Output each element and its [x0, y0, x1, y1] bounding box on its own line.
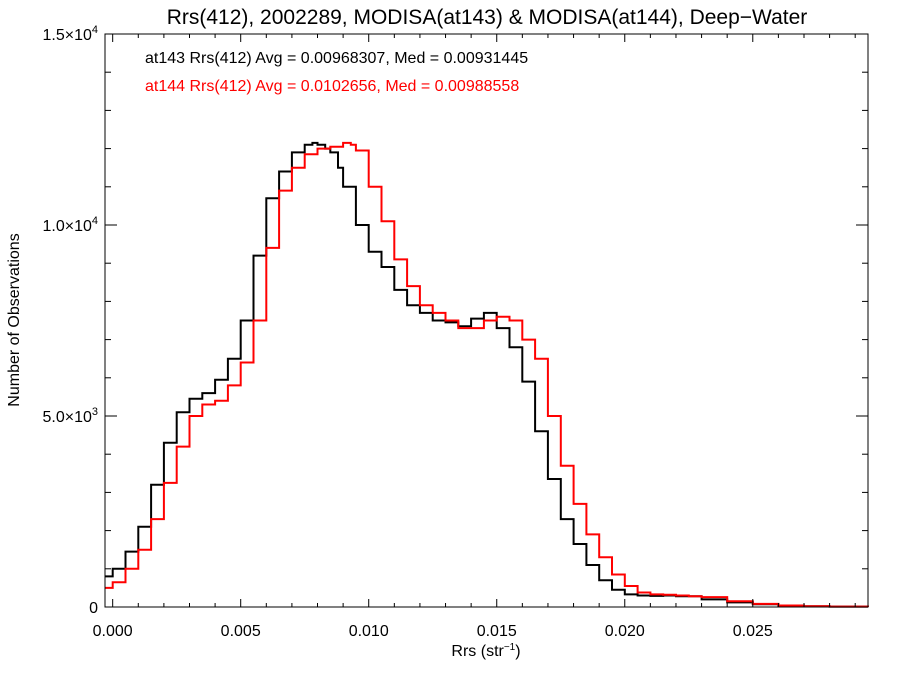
chart-title: Rrs(412), 2002289, MODISA(at143) & MODIS…	[167, 6, 808, 29]
x-tick-label: 0.025	[733, 623, 773, 640]
x-axis-label-text: Rrs (str	[451, 643, 504, 660]
series-at144-line	[105, 141, 869, 608]
x-axis-label: Rrs (str−1)	[451, 642, 520, 660]
stats-annotations: at143 Rrs(412) Avg = 0.00968307, Med = 0…	[145, 50, 528, 95]
y-axis-label: Number of Observations	[6, 233, 23, 406]
x-tick-label: 0.000	[93, 623, 133, 640]
y-tick-label: 5.0×103	[42, 406, 98, 426]
y-tick-label: 0	[89, 600, 98, 617]
y-tick-label: 1.0×104	[42, 215, 98, 235]
x-tick-label: 0.010	[349, 623, 389, 640]
annotation-1: at143 Rrs(412) Avg = 0.00968307, Med = 0…	[145, 50, 528, 67]
series-at143-line	[105, 141, 869, 608]
x-tick-label: 0.020	[605, 623, 645, 640]
x-tick-label: 0.005	[221, 623, 261, 640]
x-tick-label: 0.015	[477, 623, 517, 640]
x-axis: 0.000 0.005 0.010 0.015 0.020 0.025	[93, 34, 856, 640]
series-layer	[105, 141, 869, 608]
y-axis: 0 5.0×103 1.0×104 1.5×104	[42, 24, 868, 617]
plot-frame	[104, 33, 869, 608]
x-axis-label-close: )	[515, 643, 520, 660]
y-tick-label: 1.5×104	[42, 24, 98, 44]
annotation-2: at144 Rrs(412) Avg = 0.0102656, Med = 0.…	[145, 78, 519, 95]
x-axis-label-exponent: −1	[504, 642, 516, 653]
